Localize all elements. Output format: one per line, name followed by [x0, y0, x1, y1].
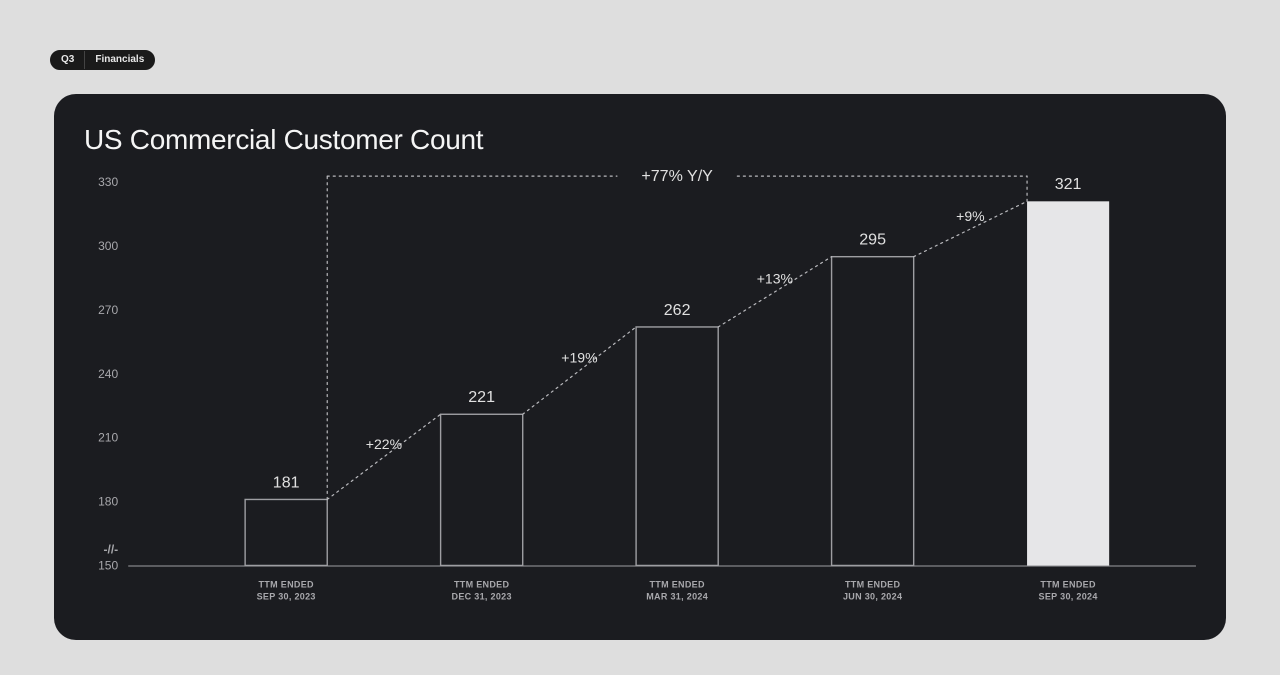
x-axis-label-line2: SEP 30, 2024 — [1039, 592, 1098, 602]
step-connector — [523, 327, 636, 414]
chart-title: US Commercial Customer Count — [84, 124, 1202, 156]
bar-value-label: 321 — [1055, 175, 1082, 193]
bar — [245, 499, 327, 565]
yoy-label: +77% Y/Y — [641, 167, 713, 185]
y-axis-tick-label: 270 — [98, 303, 118, 317]
bar — [636, 327, 718, 566]
chart-card: US Commercial Customer Count 150 180 210 24… — [54, 94, 1226, 640]
section-badge: Financials — [85, 51, 154, 69]
quarter-badge: Q3 — [51, 51, 85, 69]
x-axis-label-line1: TTM ENDED — [649, 580, 705, 590]
y-axis-tick-label: 330 — [98, 175, 118, 189]
header-badges: Q3 Financials — [50, 50, 155, 70]
y-axis-tick-label: 150 — [98, 558, 118, 572]
x-axis-label-line2: JUN 30, 2024 — [843, 592, 902, 602]
step-connector — [327, 414, 440, 499]
y-axis-tick-label: 300 — [98, 239, 118, 253]
step-connector — [718, 257, 831, 327]
bar-value-label: 181 — [273, 473, 300, 491]
x-axis-label-line1: TTM ENDED — [454, 580, 510, 590]
y-axis-tick-label: 180 — [98, 495, 118, 509]
x-axis-label-line2: DEC 31, 2023 — [452, 592, 512, 602]
step-growth-label: +22% — [366, 436, 403, 452]
x-axis-label-line2: MAR 31, 2024 — [646, 592, 708, 602]
y-axis-tick-label: 210 — [98, 431, 118, 445]
bar — [832, 257, 914, 566]
step-growth-label: +19% — [561, 350, 598, 366]
y-axis-break-icon: -//- — [103, 542, 118, 556]
step-growth-label: +9% — [956, 208, 985, 224]
step-growth-label: +13% — [757, 271, 794, 287]
x-axis-label-line2: SEP 30, 2023 — [257, 592, 316, 602]
x-axis-label-line1: TTM ENDED — [1040, 580, 1096, 590]
chart-plot-area: 150 180 210 240 270 300 330 -//- 181 TTM ENDED SEP… — [64, 164, 1208, 628]
bar — [441, 414, 523, 565]
bar-value-label: 295 — [859, 231, 886, 249]
y-axis-tick-label: 240 — [98, 367, 118, 381]
bar-value-label: 262 — [664, 301, 691, 319]
x-axis-label-line1: TTM ENDED — [845, 580, 901, 590]
bar-value-label: 221 — [468, 388, 495, 406]
x-axis-label-line1: TTM ENDED — [258, 580, 314, 590]
bar — [1027, 201, 1109, 565]
